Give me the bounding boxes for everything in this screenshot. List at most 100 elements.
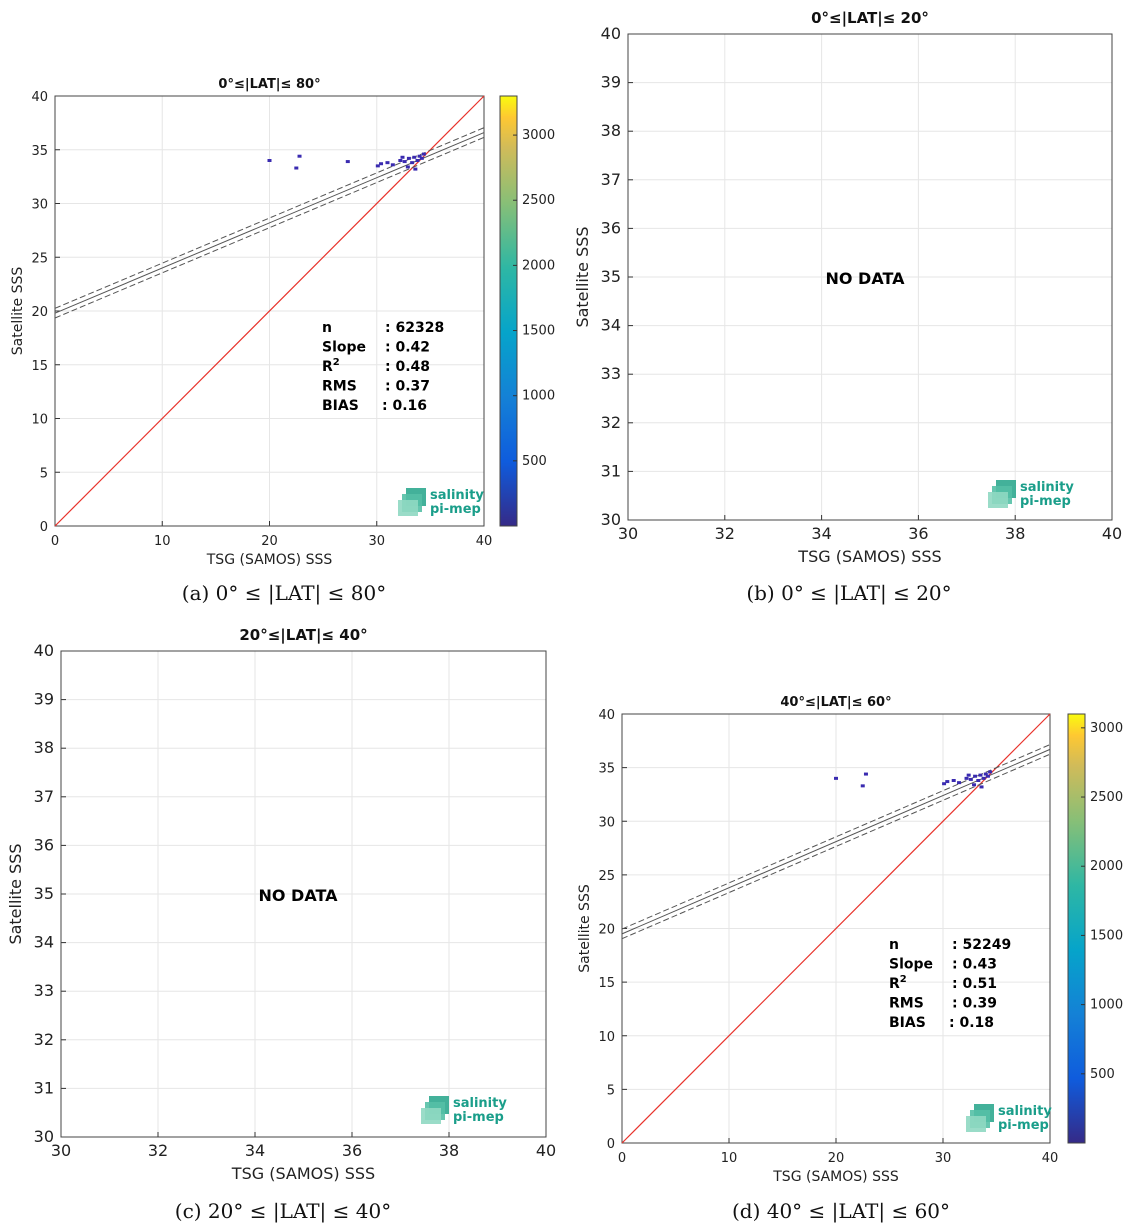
stat-label: BIAS <box>889 1015 926 1031</box>
logo-text-salinity: salinity <box>430 488 484 503</box>
data-point <box>976 778 981 782</box>
y-tick-label: 5 <box>607 1083 615 1098</box>
y-tick-label: 15 <box>31 359 48 374</box>
x-tick-label: 34 <box>245 1141 265 1160</box>
y-tick-label: 5 <box>40 466 48 481</box>
stat-label: n <box>889 937 899 953</box>
data-point <box>390 163 395 167</box>
data-point <box>267 159 272 162</box>
y-tick-label: 37 <box>601 170 621 189</box>
stat-label-superscript: 2 <box>333 357 340 368</box>
data-point <box>863 772 868 776</box>
data-point <box>966 773 971 777</box>
data-point <box>964 776 969 780</box>
y-tick-label: 25 <box>598 869 615 884</box>
x-tick-label: 30 <box>935 1151 952 1166</box>
y-tick-label: 15 <box>598 976 615 991</box>
x-tick-label: 36 <box>908 524 928 543</box>
axes-box <box>54 95 485 527</box>
x-tick-label: 0 <box>51 534 59 549</box>
colorbar-tick-label: 500 <box>522 454 547 469</box>
data-point <box>402 160 407 164</box>
regression-lower-bound <box>54 136 485 319</box>
data-point <box>951 778 956 782</box>
y-tick-label: 34 <box>601 316 621 335</box>
data-point <box>957 781 962 785</box>
x-tick-label: 0 <box>618 1151 626 1166</box>
x-tick-label: 32 <box>148 1141 168 1160</box>
data-point <box>983 772 988 776</box>
stat-label: Slope <box>889 957 933 973</box>
colorbar-tick-label: 1000 <box>522 389 555 404</box>
stat-value: : 52249 <box>952 937 1011 953</box>
data-point <box>385 161 390 165</box>
y-tick-label: 25 <box>31 251 48 266</box>
y-tick-label: 33 <box>601 364 621 383</box>
colorbar-tick-label: 3000 <box>1090 721 1123 736</box>
stat-value: : 0.37 <box>385 379 430 395</box>
caption-b: (b) 0° ≤ |LAT| ≤ 20° <box>746 581 951 606</box>
x-axis-label: TSG (SAMOS) SSS <box>231 1164 375 1183</box>
panel-title: 20°≤|LAT|≤ 40° <box>239 626 367 645</box>
data-point <box>410 161 415 165</box>
axes-box <box>627 33 1113 521</box>
x-tick-label: 10 <box>154 534 171 549</box>
x-tick-label: 10 <box>721 1151 738 1166</box>
x-tick-label: 30 <box>618 524 638 543</box>
data-point <box>417 154 422 158</box>
x-tick-label: 40 <box>536 1141 556 1160</box>
data-point <box>978 773 983 777</box>
data-point <box>406 156 411 160</box>
data-point <box>413 167 418 171</box>
logo-text-salinity: salinity <box>998 1104 1052 1119</box>
stat-value: : 0.39 <box>952 996 997 1012</box>
data-point <box>415 159 420 162</box>
y-tick-label: 40 <box>31 90 48 105</box>
data-point <box>379 162 384 166</box>
data-point <box>421 152 426 156</box>
x-tick-label: 20 <box>261 534 278 549</box>
stat-value: : 0.42 <box>385 340 430 356</box>
axes-box <box>60 650 547 1138</box>
x-tick-label: 38 <box>439 1141 459 1160</box>
no-data-label: NO DATA <box>258 886 338 905</box>
data-point <box>973 774 978 778</box>
logo-text-salinity: salinity <box>453 1096 507 1111</box>
x-tick-label: 38 <box>1005 524 1025 543</box>
colorbar-tick-label: 3000 <box>522 128 555 143</box>
data-point <box>942 782 947 786</box>
x-tick-label: 20 <box>828 1151 845 1166</box>
panel-c: 30 32 34 36 38 40 30 31 32 33 34 35 36 37 38 39 40 20°≤|L… <box>6 626 556 1183</box>
data-point <box>398 159 403 162</box>
x-tick-label: 34 <box>811 524 831 543</box>
y-axis-label: Satellite SSS <box>577 884 593 973</box>
stat-label-superscript: 2 <box>900 974 907 985</box>
data-point <box>297 154 302 158</box>
logo-wave-icon <box>966 1116 986 1132</box>
panel-title: 0°≤|LAT|≤ 80° <box>218 77 320 92</box>
stat-label: BIAS <box>322 398 359 414</box>
x-tick-label: 36 <box>342 1141 362 1160</box>
colorbar-tick-label: 2000 <box>522 258 555 273</box>
y-tick-label: 32 <box>601 413 621 432</box>
colorbar-tick-label: 2500 <box>1090 790 1123 805</box>
stat-value: : 0.48 <box>385 359 430 375</box>
stat-value: : 0.18 <box>949 1015 994 1031</box>
y-tick-label: 30 <box>598 815 615 830</box>
data-point <box>985 774 990 778</box>
y-tick-label: 31 <box>34 1078 54 1097</box>
logo-wave-icon <box>421 1108 441 1124</box>
data-point <box>375 164 380 168</box>
caption-d: (d) 40° ≤ |LAT| ≤ 60° <box>732 1199 950 1224</box>
data-point <box>834 776 838 780</box>
data-point <box>968 777 973 781</box>
stat-label: RMS <box>322 379 357 395</box>
y-tick-label: 0 <box>607 1137 615 1152</box>
data-point <box>405 165 410 169</box>
x-tick-label: 30 <box>368 534 385 549</box>
colorbar-tick-label: 1500 <box>1090 928 1123 943</box>
y-tick-label: 39 <box>34 690 54 709</box>
panel-b: 30 32 34 36 38 40 30 31 32 33 34 35 36 37 38 39 40 0°≤|LA… <box>573 9 1122 566</box>
stat-value: : 0.43 <box>952 957 997 973</box>
